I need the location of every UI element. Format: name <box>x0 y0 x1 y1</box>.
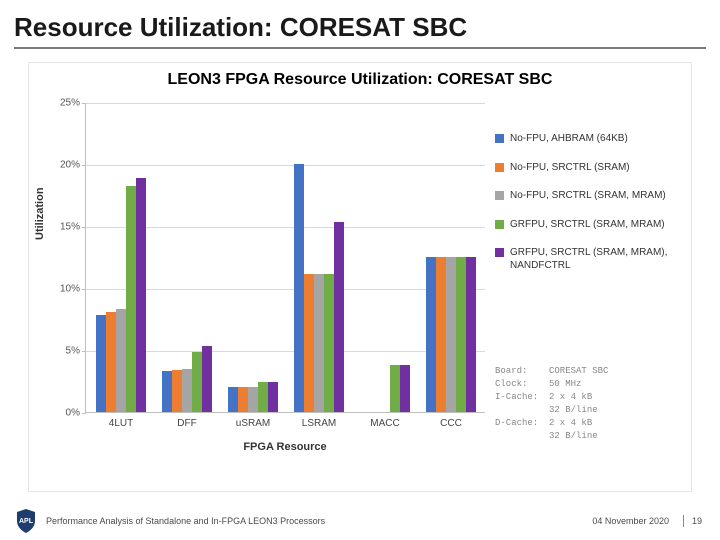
legend: No-FPU, AHBRAM (64KB) No-FPU, SRCTRL (SRA… <box>495 133 685 288</box>
bar <box>314 274 324 412</box>
category-label: CCC <box>424 418 478 429</box>
x-axis-label: FPGA Resource <box>85 441 485 453</box>
bar <box>334 222 344 412</box>
bar <box>456 257 466 412</box>
bar <box>126 186 136 412</box>
footer-text: Performance Analysis of Standalone and I… <box>46 516 592 526</box>
bar <box>268 382 278 412</box>
bar <box>182 369 192 412</box>
bar <box>466 257 476 412</box>
category-label: DFF <box>160 418 214 429</box>
bar <box>238 387 248 412</box>
footer-separator <box>683 515 684 527</box>
bar <box>228 387 238 412</box>
legend-label: No-FPU, SRCTRL (SRAM) <box>510 162 685 175</box>
bar <box>258 382 268 412</box>
ytick-label: 20% <box>60 160 80 171</box>
slide-title: Resource Utilization: CORESAT SBC <box>14 12 706 49</box>
bar <box>446 257 456 412</box>
legend-item: GRFPU, SRCTRL (SRAM, MRAM) <box>495 219 685 232</box>
ytick-mark <box>82 103 86 104</box>
bar <box>192 352 202 412</box>
footer-page-number: 19 <box>692 516 702 526</box>
category-label: 4LUT <box>94 418 148 429</box>
bar <box>106 312 116 412</box>
ytick-label: 25% <box>60 98 80 109</box>
ytick-mark <box>82 351 86 352</box>
bar <box>390 365 400 412</box>
ytick-label: 5% <box>66 346 80 357</box>
bar <box>400 365 410 412</box>
category-label: LSRAM <box>292 418 346 429</box>
chart-body: Utilization 0%5%10%15%20%25%4LUTDFFuSRAM… <box>29 93 691 473</box>
footer: APL Performance Analysis of Standalone a… <box>0 506 720 536</box>
bar <box>116 309 126 412</box>
y-axis-label: Utilization <box>34 187 46 240</box>
bar <box>172 370 182 412</box>
legend-item: No-FPU, SRCTRL (SRAM, MRAM) <box>495 190 685 203</box>
category-group: CCC <box>424 103 478 412</box>
legend-swatch <box>495 220 504 229</box>
chart-title: LEON3 FPGA Resource Utilization: CORESAT… <box>29 63 691 93</box>
category-group: uSRAM <box>226 103 280 412</box>
ytick-label: 15% <box>60 222 80 233</box>
plot-area: Utilization 0%5%10%15%20%25%4LUTDFFuSRAM… <box>85 103 485 413</box>
legend-swatch <box>495 248 504 257</box>
bar <box>162 371 172 412</box>
bar <box>324 274 334 412</box>
legend-swatch <box>495 134 504 143</box>
bar <box>248 387 258 412</box>
legend-label: GRFPU, SRCTRL (SRAM, MRAM), NANDFCTRL <box>510 247 685 272</box>
legend-swatch <box>495 163 504 172</box>
ytick-mark <box>82 413 86 414</box>
ytick-mark <box>82 227 86 228</box>
category-group: LSRAM <box>292 103 346 412</box>
category-label: MACC <box>358 418 412 429</box>
ytick-mark <box>82 289 86 290</box>
ytick-label: 10% <box>60 284 80 295</box>
bar <box>436 257 446 412</box>
legend-item: No-FPU, AHBRAM (64KB) <box>495 133 685 146</box>
slide: Resource Utilization: CORESAT SBC LEON3 … <box>0 0 720 540</box>
bar <box>426 257 436 412</box>
ytick-label: 0% <box>66 408 80 419</box>
legend-label: No-FPU, AHBRAM (64KB) <box>510 133 685 146</box>
bar <box>304 274 314 412</box>
legend-label: No-FPU, SRCTRL (SRAM, MRAM) <box>510 190 685 203</box>
chart-container: LEON3 FPGA Resource Utilization: CORESAT… <box>28 62 692 492</box>
svg-text:APL: APL <box>19 518 34 525</box>
category-label: uSRAM <box>226 418 280 429</box>
apl-logo-icon: APL <box>16 509 36 533</box>
footer-date: 04 November 2020 <box>592 516 669 526</box>
info-box: Board: CORESAT SBC Clock: 50 MHz I-Cache… <box>495 365 685 443</box>
bar <box>96 315 106 412</box>
bar <box>294 164 304 412</box>
category-group: MACC <box>358 103 412 412</box>
bar <box>136 178 146 412</box>
legend-label: GRFPU, SRCTRL (SRAM, MRAM) <box>510 219 685 232</box>
ytick-mark <box>82 165 86 166</box>
category-group: 4LUT <box>94 103 148 412</box>
legend-item: No-FPU, SRCTRL (SRAM) <box>495 162 685 175</box>
category-group: DFF <box>160 103 214 412</box>
legend-item: GRFPU, SRCTRL (SRAM, MRAM), NANDFCTRL <box>495 247 685 272</box>
bar <box>202 346 212 412</box>
legend-swatch <box>495 191 504 200</box>
